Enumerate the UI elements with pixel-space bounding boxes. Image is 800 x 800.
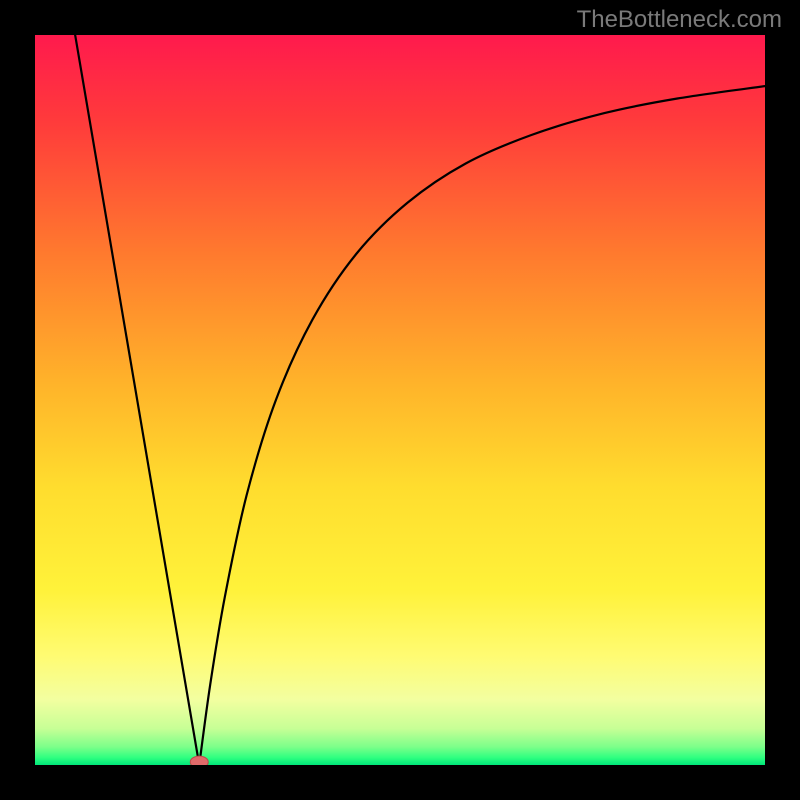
watermark-text: TheBottleneck.com: [577, 6, 782, 34]
gradient-background: [35, 35, 765, 765]
plot-area: [35, 35, 765, 765]
